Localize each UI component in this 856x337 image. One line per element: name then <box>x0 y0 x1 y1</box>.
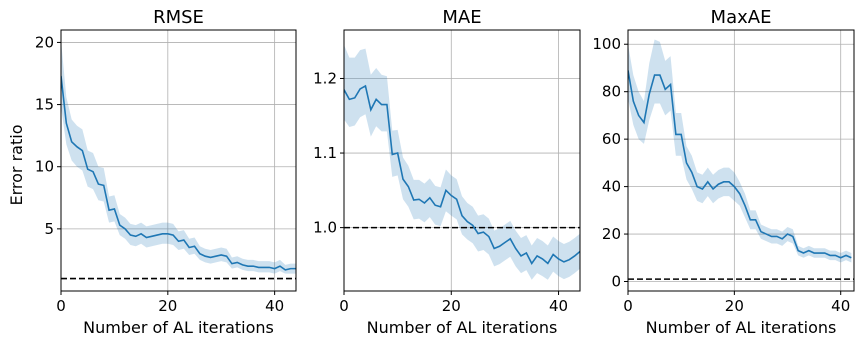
confidence-band <box>628 39 852 263</box>
y-tick-label: 80 <box>602 83 621 101</box>
chart-panel-rmse: RMSE Number of AL iterations 0 20 40 5 10 15 2… <box>35 7 297 337</box>
confidence-band <box>344 44 580 280</box>
x-tick-label: 40 <box>831 297 850 315</box>
axes-frame <box>343 29 581 292</box>
y-tick-label: 10 <box>35 158 54 176</box>
series-line <box>61 75 296 271</box>
x-tick-label: 40 <box>265 297 284 315</box>
plot-area <box>628 39 854 280</box>
x-axis-label: Number of AL iterations <box>646 318 837 337</box>
y-axis-label: Error ratio <box>7 125 26 206</box>
y-tick-label: 40 <box>602 178 621 196</box>
series-line <box>628 70 852 259</box>
x-axis-label: Number of AL iterations <box>83 318 274 337</box>
chart-panel-mae: MAE Number of AL iterations 0 20 40 1.0 1.1 1… <box>313 7 581 337</box>
chart-panel-maxae: MaxAE Number of AL iterations 0 20 40 0 20 40… <box>592 7 855 337</box>
x-tick-label: 0 <box>339 297 349 315</box>
y-tick-label: 20 <box>602 225 621 243</box>
y-tick-label: 1.2 <box>313 69 337 87</box>
series-line <box>344 84 580 265</box>
y-tick-label: 100 <box>592 35 621 53</box>
x-tick-label: 40 <box>549 297 568 315</box>
y-tick-label: 0 <box>611 273 621 291</box>
x-axis-label: Number of AL iterations <box>367 318 558 337</box>
y-tick-label: 1.0 <box>313 219 337 237</box>
x-tick-label: 20 <box>442 297 461 315</box>
x-tick-label: 20 <box>158 297 177 315</box>
y-tick-label: 5 <box>44 220 54 238</box>
axes-frame <box>60 29 297 292</box>
plot-area <box>344 44 580 280</box>
plot-area <box>61 39 296 280</box>
x-tick-label: 20 <box>725 297 744 315</box>
y-tick-label: 15 <box>35 96 54 114</box>
axes-frame <box>627 29 855 292</box>
chart-title: RMSE <box>153 7 204 28</box>
x-tick-label: 0 <box>56 297 66 315</box>
chart-title: MAE <box>442 7 481 28</box>
y-tick-label: 1.1 <box>313 144 337 162</box>
chart-title: MaxAE <box>711 7 772 28</box>
y-tick-label: 60 <box>602 130 621 148</box>
confidence-band <box>61 39 296 274</box>
x-tick-label: 0 <box>623 297 633 315</box>
y-tick-label: 20 <box>35 33 54 51</box>
